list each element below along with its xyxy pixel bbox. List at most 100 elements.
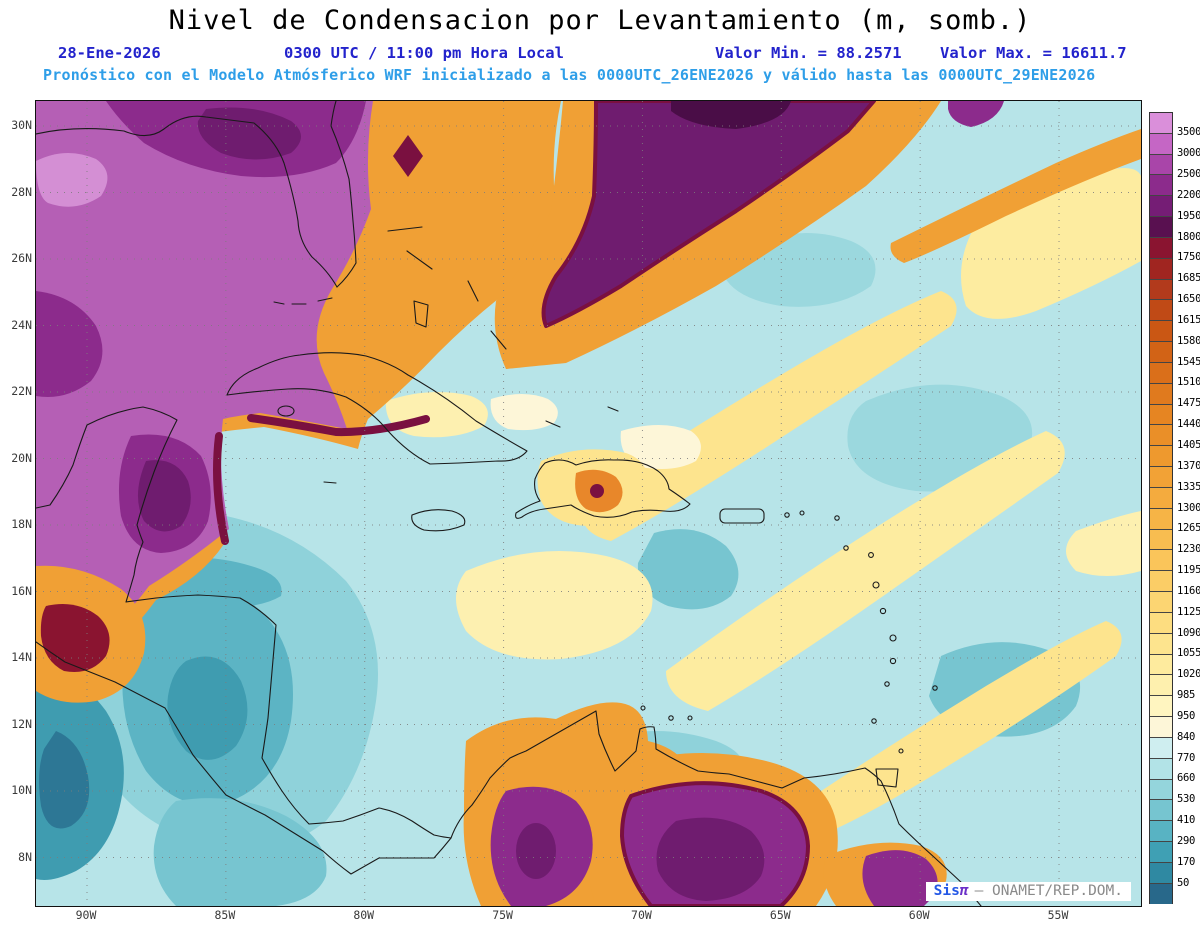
lat-label: 30N <box>11 118 32 132</box>
lat-label: 20N <box>11 450 32 465</box>
colorbar-label: 3500 <box>1177 126 1200 139</box>
lat-label: 28N <box>11 184 32 199</box>
colorbar-label: 1510 <box>1177 376 1200 389</box>
colorbar-swatch <box>1150 675 1172 697</box>
colorbar-swatch <box>1150 612 1172 634</box>
colorbar-swatch <box>1150 571 1172 593</box>
colorbar-label: 1440 <box>1177 418 1200 431</box>
brand-sis: Sis <box>933 883 960 899</box>
map-canvas <box>36 101 1141 906</box>
colorbar-swatch <box>1150 237 1172 259</box>
colorbar-label: 950 <box>1177 709 1196 722</box>
colorbar-swatch <box>1150 425 1172 447</box>
colorbar-label: 1580 <box>1177 334 1200 347</box>
colorbar-swatch <box>1150 154 1172 176</box>
colorbar-label: 1195 <box>1177 564 1200 577</box>
colorbar-swatch <box>1150 696 1172 718</box>
colorbar-swatch <box>1150 362 1172 384</box>
colorbar-label: 530 <box>1177 793 1196 806</box>
brand-pi-icon: π <box>959 883 969 899</box>
colorbar-label: 1125 <box>1177 605 1200 618</box>
lat-label: 14N <box>11 650 32 664</box>
colorbar-label: 50 <box>1177 876 1190 889</box>
colorbar-swatch <box>1150 217 1172 238</box>
colorbar-label: 1020 <box>1177 668 1200 681</box>
colorbar-label: 1230 <box>1177 543 1200 556</box>
colorbar-swatch <box>1150 133 1172 155</box>
colorbar-label: 1335 <box>1177 480 1200 493</box>
map-area: Sisπ – ONAMET/REP.DOM. <box>35 100 1142 907</box>
lat-label: 22N <box>11 384 32 398</box>
colorbar-swatch <box>1150 633 1172 655</box>
colorbar-label: 985 <box>1177 689 1196 702</box>
lat-axis: 30N 28N 26N 24N 22N 20N 18N 16N 14N 12N 10N 8N <box>0 0 32 927</box>
colorbar-swatch <box>1150 196 1172 218</box>
colorbar-label: 2500 <box>1177 168 1200 181</box>
colorbar-swatch <box>1150 404 1172 426</box>
colorbar-label: 1545 <box>1177 355 1200 368</box>
colorbar-swatch <box>1150 279 1172 301</box>
colorbar-swatch <box>1150 529 1172 551</box>
lon-label: 90W <box>75 908 97 922</box>
colorbar-label: 1615 <box>1177 313 1200 326</box>
colorbar-swatch <box>1150 717 1172 738</box>
lon-label: 75W <box>492 908 513 922</box>
colorbar-swatch <box>1150 550 1172 572</box>
colorbar-swatch <box>1150 800 1172 822</box>
value-min: Valor Min. = 88.2571 <box>715 44 902 62</box>
colorbar-swatch <box>1150 446 1172 468</box>
value-max: Valor Max. = 16611.7 <box>940 44 1127 62</box>
lat-label: 10N <box>11 783 32 797</box>
colorbar-label: 1160 <box>1177 584 1200 597</box>
lat-label: 12N <box>11 716 32 731</box>
colorbar-swatch <box>1150 300 1172 322</box>
colorbar-label: 770 <box>1177 751 1196 764</box>
lat-label: 24N <box>11 317 32 332</box>
colorbar-swatch <box>1150 862 1172 884</box>
colorbar-swatch <box>1150 321 1172 343</box>
lat-label: 26N <box>11 251 32 265</box>
attribution-badge: Sisπ – ONAMET/REP.DOM. <box>925 882 1131 901</box>
forecast-model-line: Pronóstico con el Modelo Atmósferico WRF… <box>43 66 1096 84</box>
lat-label: 16N <box>11 583 32 598</box>
colorbar-label: 290 <box>1177 834 1196 847</box>
lon-label: 85W <box>214 908 236 922</box>
colorbar-swatch <box>1150 113 1172 134</box>
colorbar-label: 3000 <box>1177 147 1200 160</box>
colorbar-swatch <box>1150 883 1172 905</box>
colorbar-label: 840 <box>1177 730 1196 743</box>
colorbar-swatch <box>1150 258 1172 280</box>
colorbar-label: 1090 <box>1177 626 1200 639</box>
colorbar-swatch <box>1150 841 1172 863</box>
colorbar-label: 1800 <box>1177 230 1200 243</box>
colorbar-swatch <box>1150 592 1172 613</box>
colorbar-labels: 3500 3000 2500 2200 1950 1800 1750 1685 1650 1615… <box>1177 112 1200 904</box>
colorbar-label: 1405 <box>1177 438 1200 451</box>
colorbar-swatch <box>1150 383 1172 405</box>
purple-band-core <box>541 101 876 328</box>
colorbar-swatch <box>1150 467 1172 488</box>
lon-label: 70W <box>631 908 652 922</box>
colorbar-label: 1370 <box>1177 459 1200 472</box>
valid-time: 0300 UTC / 11:00 pm Hora Local <box>284 44 564 62</box>
lon-label: 65W <box>769 908 791 922</box>
colorbar-label: 2200 <box>1177 188 1200 201</box>
colorbar-swatch <box>1150 821 1172 842</box>
lcl-field-layer <box>36 101 1141 906</box>
colorbar-label: 1950 <box>1177 209 1200 222</box>
lon-label: 55W <box>1047 908 1069 922</box>
page-title: Nivel de Condensacion por Levantamiento … <box>168 5 1032 36</box>
valid-date: 28-Ene-2026 <box>58 44 161 62</box>
coastlines-layer <box>36 101 982 906</box>
colorbar-swatch <box>1150 342 1172 363</box>
colorbar-swatch <box>1150 487 1172 509</box>
colorbar-swatch <box>1150 654 1172 676</box>
colorbar-label: 1300 <box>1177 501 1200 514</box>
colorbar-swatch <box>1150 758 1172 780</box>
lon-label: 80W <box>353 908 375 922</box>
colorbar-label: 1265 <box>1177 522 1200 535</box>
colorbar-label: 1750 <box>1177 251 1200 264</box>
colorbar-swatch <box>1150 779 1172 801</box>
colorbar-label: 1685 <box>1177 272 1200 285</box>
lat-label: 18N <box>11 517 32 531</box>
